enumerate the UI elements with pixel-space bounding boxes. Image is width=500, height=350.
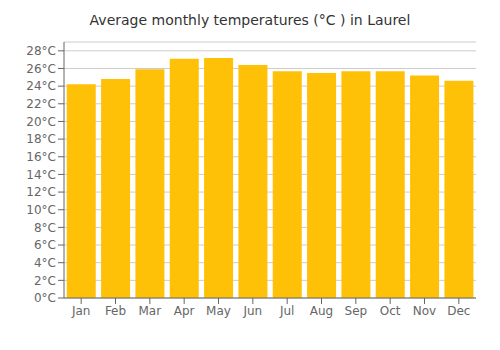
svg-text:8°C: 8°C xyxy=(34,221,56,235)
svg-text:14°C: 14°C xyxy=(26,168,56,182)
svg-text:Apr: Apr xyxy=(174,304,195,318)
svg-text:12°C: 12°C xyxy=(26,185,56,199)
svg-text:0°C: 0°C xyxy=(34,291,56,305)
svg-text:Jun: Jun xyxy=(242,304,262,318)
svg-text:Dec: Dec xyxy=(447,304,470,318)
svg-text:18°C: 18°C xyxy=(26,132,56,146)
svg-text:May: May xyxy=(206,304,231,318)
svg-text:2°C: 2°C xyxy=(34,274,56,288)
svg-text:4°C: 4°C xyxy=(34,256,56,270)
svg-text:6°C: 6°C xyxy=(34,238,56,252)
svg-text:Sep: Sep xyxy=(345,304,368,318)
svg-text:Jul: Jul xyxy=(279,304,294,318)
svg-text:28°C: 28°C xyxy=(26,44,56,58)
html-text:Average monthly temperatures (: Average monthly temperatures (°C ) in La… xyxy=(89,12,411,28)
svg-text:16°C: 16°C xyxy=(26,150,56,164)
svg-text:24°C: 24°C xyxy=(26,79,56,93)
svg-text:Feb: Feb xyxy=(105,304,126,318)
svg-text:Jan: Jan xyxy=(71,304,91,318)
svg-text:10°C: 10°C xyxy=(26,203,56,217)
svg-text:26°C: 26°C xyxy=(26,62,56,76)
svg-text:Nov: Nov xyxy=(413,304,436,318)
svg-text:Aug: Aug xyxy=(310,304,333,318)
svg-text:Oct: Oct xyxy=(380,304,401,318)
svg-text:Mar: Mar xyxy=(139,304,162,318)
svg-text:22°C: 22°C xyxy=(26,97,56,111)
svg-text:20°C: 20°C xyxy=(26,115,56,129)
